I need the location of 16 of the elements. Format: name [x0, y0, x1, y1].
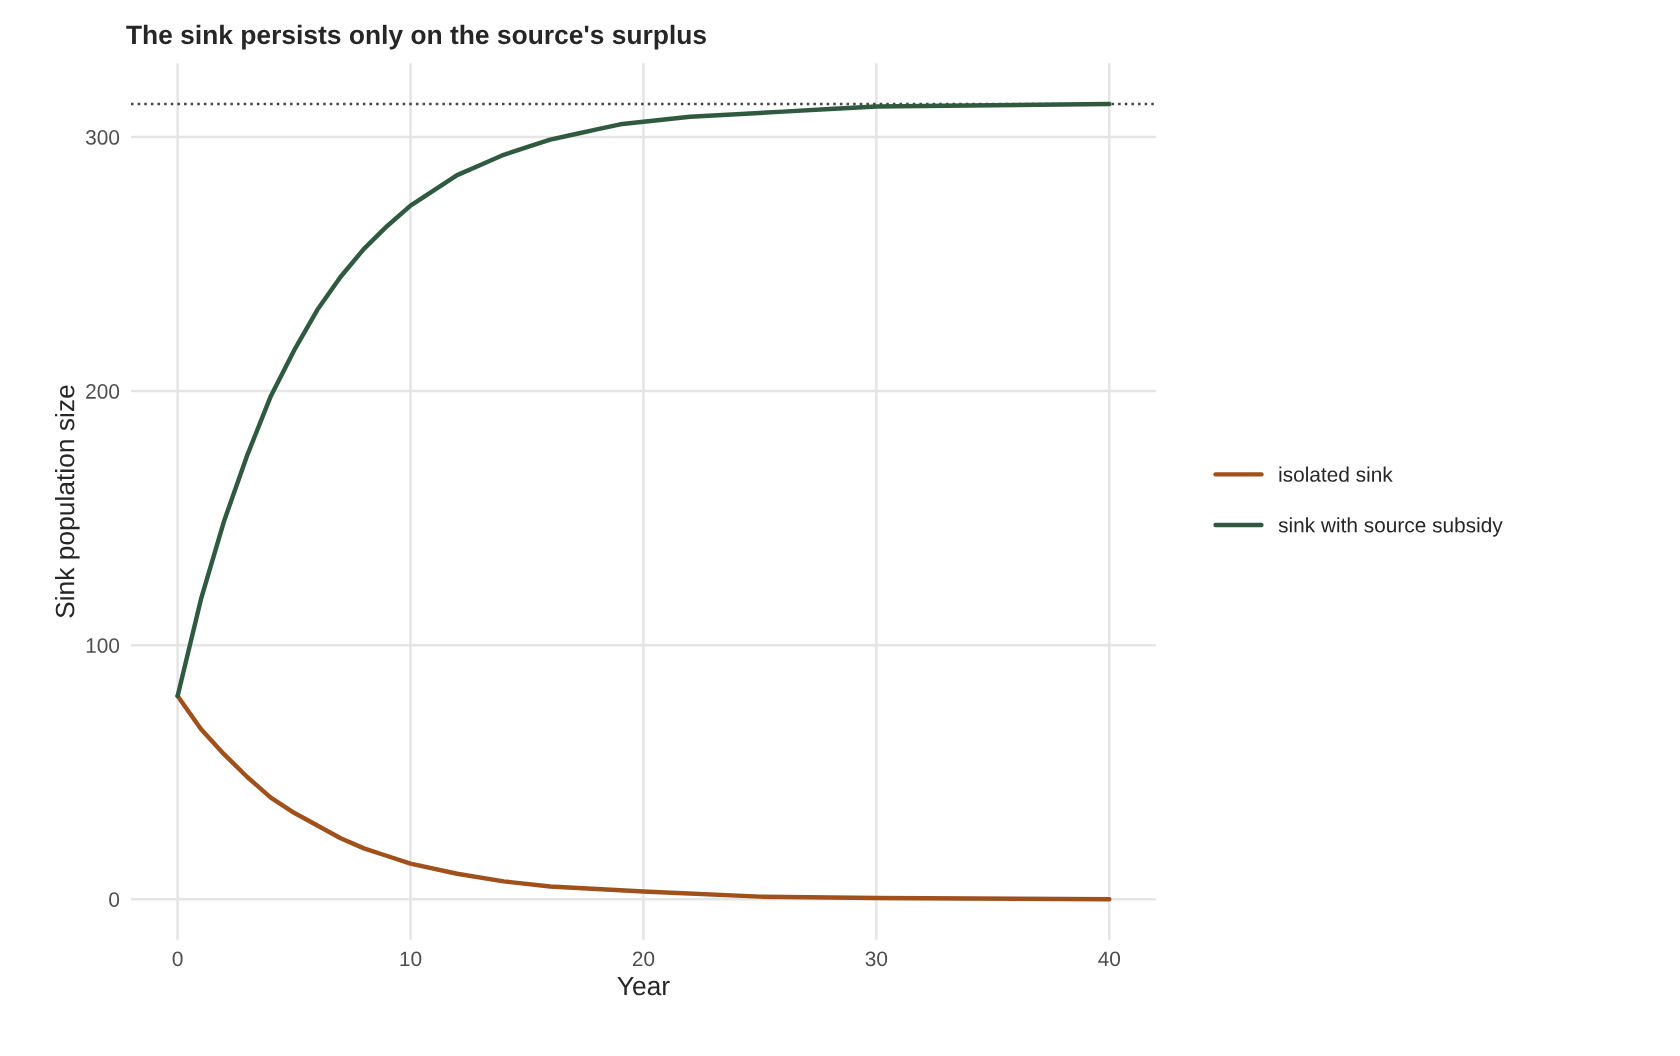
y-tick-label: 0	[109, 892, 120, 907]
y-axis-title: Sink population size	[55, 385, 80, 618]
x-axis-title: Year	[617, 976, 670, 996]
x-tick-label: 20	[632, 951, 655, 967]
y-tick-label: 100	[86, 638, 120, 653]
y-tick-label: 200	[86, 384, 120, 399]
x-tick-label: 0	[172, 951, 183, 967]
line-series	[175, 101, 1112, 699]
x-tick-label: 10	[400, 951, 422, 967]
legend-label: sink with source subsidy	[1278, 517, 1503, 537]
line-series	[175, 693, 1112, 902]
legend-label: isolated sink	[1279, 466, 1393, 482]
x-tick-label: 40	[1098, 951, 1121, 967]
x-tick-label: 30	[865, 951, 888, 967]
y-tick-label: 300	[85, 130, 120, 145]
chart-title: The sink persists only on the source's surplus	[126, 24, 706, 50]
